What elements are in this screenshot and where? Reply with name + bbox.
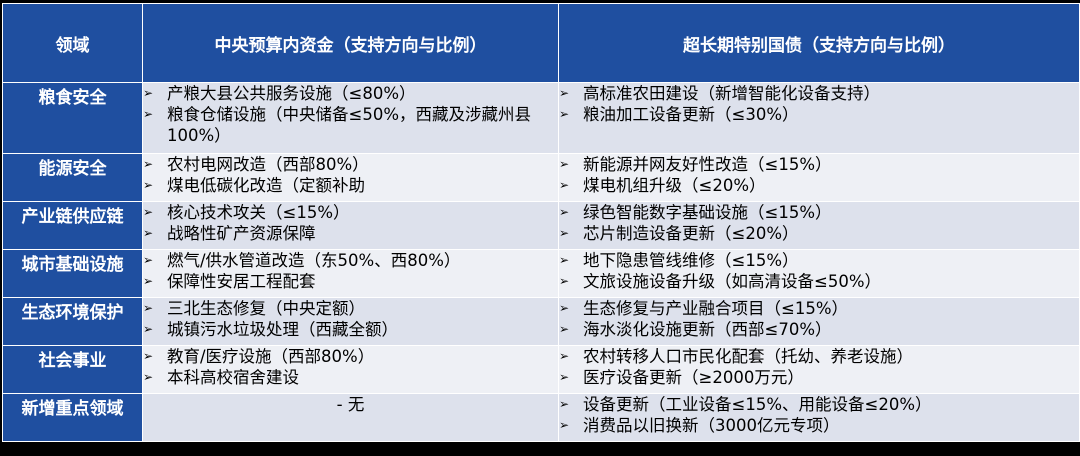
list-item: ➢ 煤电机组升级（≤20%） bbox=[559, 176, 766, 195]
arrow-bullet-icon: ➢ bbox=[559, 322, 570, 336]
list-item: ➢ 农村电网改造（西部80%） bbox=[143, 155, 369, 174]
arrow-bullet-icon: ➢ bbox=[559, 226, 570, 240]
list-item: ➢ 农村转移人口市民化配套（托幼、养老设施） bbox=[559, 347, 913, 366]
arrow-bullet-icon: ➢ bbox=[559, 107, 570, 121]
arrow-bullet-icon: ➢ bbox=[559, 301, 570, 315]
special-bonds-cell: ➢ 设备更新（工业设备≤15%、用能设备≤20%） ➢ 消费品以旧换新（3000亿元… bbox=[558, 393, 1080, 442]
list-item: ➢ 地下隐患管线维修（≤15%） bbox=[559, 251, 799, 270]
header-domain: 领域 bbox=[2, 3, 143, 83]
special-bonds-cell: ➢ 地下隐患管线维修（≤15%） ➢ 文旅设施设备升级（如高清设备≤50%） bbox=[558, 249, 1080, 298]
arrow-bullet-icon: ➢ bbox=[559, 178, 570, 192]
arrow-bullet-icon: ➢ bbox=[559, 157, 570, 171]
arrow-bullet-icon: ➢ bbox=[559, 418, 570, 432]
arrow-bullet-icon: ➢ bbox=[143, 157, 154, 171]
arrow-bullet-icon: ➢ bbox=[559, 253, 570, 267]
header-special-bonds: 超长期特别国债（支持方向与比例） bbox=[558, 3, 1080, 83]
domain-cell: 社会事业 bbox=[2, 345, 143, 394]
arrow-bullet-icon: ➢ bbox=[143, 349, 154, 363]
special-bonds-cell: ➢ 高标准农田建设（新增智能化设备支持） ➢ 粮油加工设备更新（≤30%） bbox=[558, 82, 1080, 154]
list-item: ➢ 三北生态修复（中央定额） bbox=[143, 299, 365, 318]
list-item: ➢ 海水淡化设施更新（西部≤70%） bbox=[559, 320, 832, 339]
arrow-bullet-icon: ➢ bbox=[143, 107, 154, 121]
list-item: ➢ 保障性安居工程配套 bbox=[143, 272, 316, 291]
list-item: ➢ 城镇污水垃圾处理（西藏全额） bbox=[143, 320, 398, 339]
central-budget-cell: ➢ 产粮大县公共服务设施（≤80%） ➢ 粮食仓储设施（中央储备≤50%，西藏及涉藏… bbox=[142, 82, 559, 154]
list-item: ➢ 绿色智能数字基础设施（≤15%） bbox=[559, 203, 832, 222]
domain-cell: 粮食安全 bbox=[2, 82, 143, 154]
special-bonds-cell: ➢ 绿色智能数字基础设施（≤15%） ➢ 芯片制造设备更新（≤20%） bbox=[558, 201, 1080, 250]
arrow-bullet-icon: ➢ bbox=[143, 86, 154, 100]
list-item: ➢ 粮油加工设备更新（≤30%） bbox=[559, 105, 799, 124]
list-item: ➢ 燃气/供水管道改造（东50%、西80%） bbox=[143, 251, 461, 270]
header-central-budget: 中央预算内资金（支持方向与比例） bbox=[142, 3, 559, 83]
list-item: ➢ 核心技术攻关（≤15%） bbox=[143, 203, 350, 222]
arrow-bullet-icon: ➢ bbox=[143, 226, 154, 240]
table-row: 新增重点领域 - 无 ➢ 设备更新（工业设备≤15%、用能设备≤20%） ➢ 消费品… bbox=[2, 393, 1080, 442]
arrow-bullet-icon: ➢ bbox=[143, 322, 154, 336]
table-row: 社会事业 ➢ 教育/医疗设施（西部80%） ➢ 本科高校宿舍建设 ➢ 农村转移人口市民… bbox=[2, 345, 1080, 394]
special-bonds-cell: ➢ 新能源并网友好性改造（≤15%） ➢ 煤电机组升级（≤20%） bbox=[558, 153, 1080, 202]
funding-policy-table: 领域 中央预算内资金（支持方向与比例） 超长期特别国债（支持方向与比例） 粮食安… bbox=[2, 3, 1080, 442]
list-item: ➢ 芯片制造设备更新（≤20%） bbox=[559, 224, 799, 243]
domain-cell: 新增重点领域 bbox=[2, 393, 143, 442]
arrow-bullet-icon: ➢ bbox=[143, 178, 154, 192]
list-item: ➢ 医疗设备更新（≥2000万元） bbox=[559, 368, 804, 387]
central-budget-cell: ➢ 燃气/供水管道改造（东50%、西80%） ➢ 保障性安居工程配套 bbox=[142, 249, 559, 298]
domain-cell: 生态环境保护 bbox=[2, 297, 143, 346]
arrow-bullet-icon: ➢ bbox=[559, 274, 570, 288]
domain-cell: 能源安全 bbox=[2, 153, 143, 202]
list-item: ➢ 粮食仓储设施（中央储备≤50%，西藏及涉藏州县100%） bbox=[143, 105, 531, 145]
arrow-bullet-icon: ➢ bbox=[559, 397, 570, 411]
list-item: ➢ 高标准农田建设（新增智能化设备支持） bbox=[559, 84, 880, 103]
table-row: 城市基础设施 ➢ 燃气/供水管道改造（东50%、西80%） ➢ 保障性安居工程配套 … bbox=[2, 249, 1080, 298]
table-row: 生态环境保护 ➢ 三北生态修复（中央定额） ➢ 城镇污水垃圾处理（西藏全额） ➢ 生态… bbox=[2, 297, 1080, 346]
list-item: ➢ 教育/医疗设施（西部80%） bbox=[143, 347, 375, 366]
list-item: ➢ 消费品以旧换新（3000亿元专项） bbox=[559, 416, 840, 435]
list-item: ➢ 文旅设施设备升级（如高清设备≤50%） bbox=[559, 272, 881, 291]
domain-cell: 产业链供应链 bbox=[2, 201, 143, 250]
central-budget-cell: ➢ 农村电网改造（西部80%） ➢ 煤电低碳化改造（定额补助 bbox=[142, 153, 559, 202]
arrow-bullet-icon: ➢ bbox=[143, 253, 154, 267]
list-item: ➢ 设备更新（工业设备≤15%、用能设备≤20%） bbox=[559, 395, 932, 414]
arrow-bullet-icon: ➢ bbox=[143, 370, 154, 384]
special-bonds-cell: ➢ 农村转移人口市民化配套（托幼、养老设施） ➢ 医疗设备更新（≥2000万元） bbox=[558, 345, 1080, 394]
central-budget-cell: ➢ 教育/医疗设施（西部80%） ➢ 本科高校宿舍建设 bbox=[142, 345, 559, 394]
list-item: ➢ 本科高校宿舍建设 bbox=[143, 368, 299, 387]
central-budget-cell: ➢ 核心技术攻关（≤15%） ➢ 战略性矿产资源保障 bbox=[142, 201, 559, 250]
arrow-bullet-icon: ➢ bbox=[559, 349, 570, 363]
arrow-bullet-icon: ➢ bbox=[559, 205, 570, 219]
special-bonds-cell: ➢ 生态修复与产业融合项目（≤15%） ➢ 海水淡化设施更新（西部≤70%） bbox=[558, 297, 1080, 346]
arrow-bullet-icon: ➢ bbox=[143, 274, 154, 288]
list-item: ➢ 战略性矿产资源保障 bbox=[143, 224, 316, 243]
arrow-bullet-icon: ➢ bbox=[559, 370, 570, 384]
list-item: ➢ 生态修复与产业融合项目（≤15%） bbox=[559, 299, 848, 318]
arrow-bullet-icon: ➢ bbox=[559, 86, 570, 100]
arrow-bullet-icon: ➢ bbox=[143, 205, 154, 219]
table-header-row: 领域 中央预算内资金（支持方向与比例） 超长期特别国债（支持方向与比例） bbox=[2, 3, 1080, 83]
table-row: 产业链供应链 ➢ 核心技术攻关（≤15%） ➢ 战略性矿产资源保障 ➢ 绿色智能数字基… bbox=[2, 201, 1080, 250]
list-item: ➢ 产粮大县公共服务设施（≤80%） bbox=[143, 84, 416, 103]
table-row: 粮食安全 ➢ 产粮大县公共服务设施（≤80%） ➢ 粮食仓储设施（中央储备≤50%，… bbox=[2, 82, 1080, 154]
list-item: ➢ 煤电低碳化改造（定额补助 bbox=[143, 176, 365, 195]
arrow-bullet-icon: ➢ bbox=[143, 301, 154, 315]
table-row: 能源安全 ➢ 农村电网改造（西部80%） ➢ 煤电低碳化改造（定额补助 ➢ 新能源并网… bbox=[2, 153, 1080, 202]
list-item: ➢ 新能源并网友好性改造（≤15%） bbox=[559, 155, 832, 174]
central-budget-cell: - 无 bbox=[142, 393, 559, 442]
central-budget-cell: ➢ 三北生态修复（中央定额） ➢ 城镇污水垃圾处理（西藏全额） bbox=[142, 297, 559, 346]
none-text: - 无 bbox=[336, 395, 365, 414]
domain-cell: 城市基础设施 bbox=[2, 249, 143, 298]
